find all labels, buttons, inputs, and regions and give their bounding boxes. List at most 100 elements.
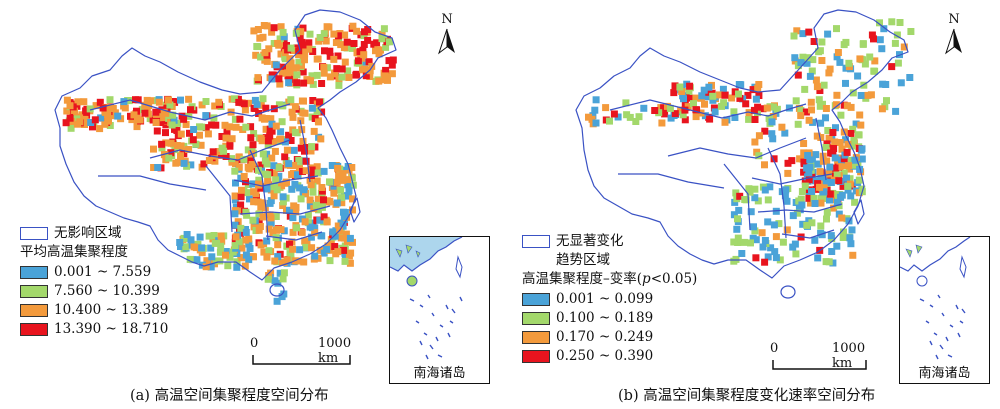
map-cell: [187, 161, 195, 169]
map-cell: [804, 152, 812, 159]
map-cell: [763, 104, 771, 112]
map-cell: [858, 145, 866, 153]
map-cell: [279, 198, 287, 206]
map-cell: [320, 213, 328, 221]
map-cell: [362, 58, 369, 66]
map-cell: [315, 206, 322, 214]
legend-classes-a: 0.001 ~ 7.559 7.560 ~ 10.399 10.400 ~ 13.3…: [20, 263, 168, 339]
map-cell: [380, 25, 388, 33]
map-cell: [275, 164, 283, 172]
map-cell: [299, 24, 307, 32]
map-cell: [772, 254, 780, 262]
map-cell: [849, 89, 857, 97]
map-cell: [761, 237, 769, 244]
map-cell: [845, 217, 853, 225]
map-cell: [814, 180, 822, 188]
map-cell: [635, 113, 643, 121]
scale-start: 0: [250, 336, 259, 351]
map-cell: [263, 253, 271, 261]
map-cell: [279, 275, 287, 283]
map-cell: [298, 97, 306, 105]
map-cell: [272, 213, 280, 220]
map-cell: [187, 236, 195, 244]
map-cell: [318, 202, 326, 210]
map-cell: [250, 104, 258, 112]
map-cell: [771, 248, 779, 256]
map-cell: [651, 107, 659, 114]
map-cell: [303, 144, 311, 151]
map-cell: [267, 219, 275, 227]
caption-b: (b) 高温空间集聚程度变化速率空间分布: [618, 388, 876, 404]
map-cell: [768, 130, 776, 138]
map-cell: [285, 131, 293, 139]
map-cell: [386, 38, 393, 46]
map-cell: [827, 232, 835, 240]
map-cell: [174, 158, 182, 166]
map-cell: [343, 38, 351, 46]
map-cell: [92, 102, 100, 110]
map-cell: [353, 27, 361, 35]
map-cell: [268, 154, 276, 162]
map-cell: [279, 202, 287, 209]
map-cell: [262, 104, 270, 112]
map-cell: [834, 159, 842, 167]
map-cell: [265, 272, 273, 279]
map-cell: [735, 206, 743, 214]
map-cell: [186, 129, 193, 137]
map-cell: [592, 119, 600, 127]
map-cell: [249, 216, 257, 224]
legend-title-suffix: <0.05): [650, 271, 698, 288]
map-cell: [152, 108, 160, 116]
map-cell: [806, 72, 814, 80]
map-cell: [813, 83, 821, 91]
map-cell: [278, 118, 286, 126]
map-cell: [235, 207, 243, 215]
map-cell: [810, 38, 818, 45]
map-cell: [245, 256, 253, 264]
map-cell: [82, 107, 90, 115]
map-cell: [198, 101, 206, 109]
map-cell: [783, 197, 791, 205]
map-cell: [839, 234, 847, 241]
map-cell: [176, 239, 184, 246]
map-cell: [270, 192, 278, 200]
map-cell: [800, 160, 808, 168]
legend-nodata-swatch: [522, 235, 550, 248]
map-cell: [120, 102, 128, 110]
inset-label: 南海诸岛: [413, 366, 466, 381]
map-cell: [825, 258, 833, 266]
map-cell: [228, 135, 236, 143]
map-cell: [833, 242, 841, 250]
map-cell: [236, 115, 244, 123]
map-cell: [897, 79, 905, 87]
map-cell: [339, 222, 347, 230]
map-cell: [285, 206, 293, 214]
map-cell: [803, 59, 811, 67]
map-cell: [322, 37, 330, 45]
legend-class-label: 13.390 ~ 18.710: [54, 320, 169, 337]
map-cell: [196, 123, 203, 131]
map-cell: [311, 224, 319, 232]
map-cell: [257, 135, 265, 142]
map-cell: [333, 199, 341, 207]
map-cell: [823, 140, 831, 148]
map-cell: [677, 106, 685, 114]
map-cell: [801, 177, 809, 185]
map-cell: [217, 242, 225, 250]
map-cell: [788, 157, 796, 165]
map-cell: [257, 161, 265, 169]
map-cell: [318, 184, 326, 191]
map-cell: [141, 101, 149, 109]
map-cell: [349, 195, 356, 203]
map-cell: [679, 111, 687, 119]
map-cell: [849, 125, 857, 133]
map-cell: [323, 64, 331, 72]
map-cell: [721, 118, 729, 126]
map-cell: [346, 234, 354, 242]
map-cell: [829, 259, 837, 267]
map-cell: [254, 74, 262, 82]
map-cell: [96, 98, 104, 106]
map-cell: [341, 58, 349, 66]
map-cell: [301, 56, 308, 64]
map-cell: [320, 167, 328, 175]
